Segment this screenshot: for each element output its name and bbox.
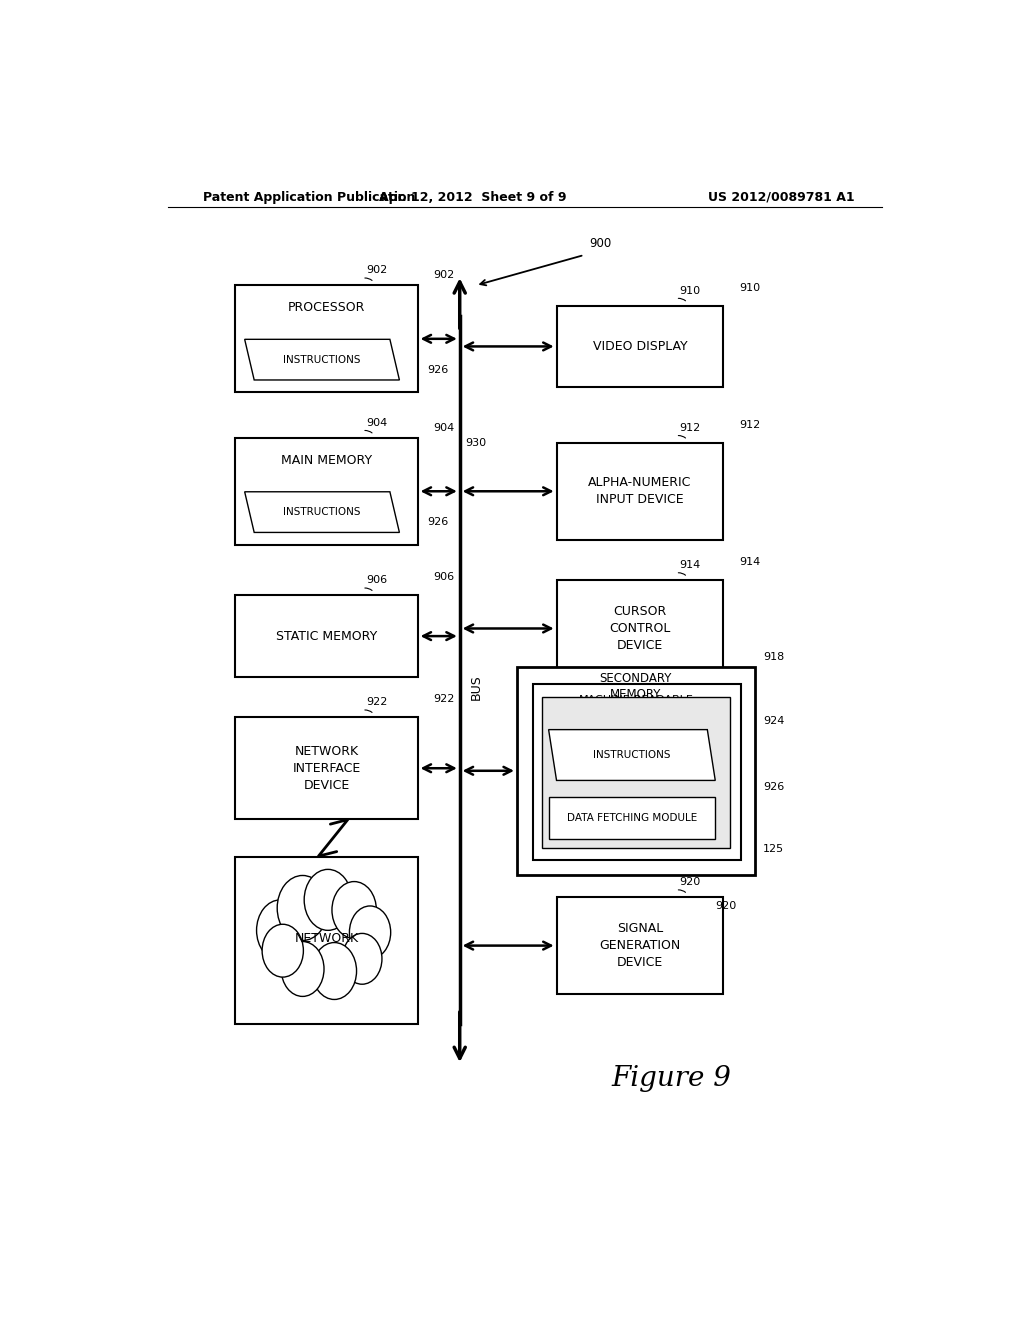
Polygon shape: [245, 492, 399, 532]
Circle shape: [332, 882, 377, 939]
Text: 926: 926: [763, 781, 784, 792]
Text: 910: 910: [739, 282, 760, 293]
Bar: [557, 581, 723, 677]
Text: BUS: BUS: [470, 675, 483, 700]
Text: INSTRUCTIONS: INSTRUCTIONS: [284, 355, 360, 364]
Text: MACHINE-READABLE
STORAGE MEDIUM: MACHINE-READABLE STORAGE MEDIUM: [580, 696, 694, 718]
Text: SIGNAL
GENERATION
DEVICE: SIGNAL GENERATION DEVICE: [599, 923, 681, 969]
Bar: [543, 697, 729, 847]
Circle shape: [282, 941, 324, 997]
Text: DATA FETCHING MODULE: DATA FETCHING MODULE: [567, 813, 697, 824]
Text: 922: 922: [433, 694, 455, 704]
Circle shape: [342, 933, 382, 985]
Text: Apr. 12, 2012  Sheet 9 of 9: Apr. 12, 2012 Sheet 9 of 9: [380, 190, 567, 203]
Text: 920: 920: [715, 900, 736, 911]
Text: INSTRUCTIONS: INSTRUCTIONS: [284, 507, 360, 517]
Text: PROCESSOR: PROCESSOR: [288, 301, 366, 314]
Text: US 2012/0089781 A1: US 2012/0089781 A1: [708, 190, 854, 203]
Bar: [557, 306, 723, 387]
Bar: [517, 667, 755, 875]
Text: 902: 902: [433, 271, 455, 280]
Text: NETWORK
INTERFACE
DEVICE: NETWORK INTERFACE DEVICE: [292, 744, 360, 792]
Bar: [236, 285, 418, 392]
Circle shape: [349, 906, 391, 958]
Bar: [549, 797, 715, 840]
Text: 910: 910: [680, 285, 700, 296]
Text: INSTRUCTIONS: INSTRUCTIONS: [593, 750, 671, 760]
Text: 906: 906: [433, 573, 455, 582]
Text: 924: 924: [763, 715, 784, 726]
Bar: [557, 898, 723, 994]
Text: 914: 914: [680, 560, 700, 570]
Circle shape: [262, 924, 303, 977]
Text: STATIC MEMORY: STATIC MEMORY: [275, 630, 377, 643]
Bar: [532, 684, 740, 859]
Circle shape: [312, 942, 356, 999]
Circle shape: [257, 900, 304, 961]
Text: Figure 9: Figure 9: [611, 1065, 731, 1092]
Text: NETWORK: NETWORK: [294, 932, 358, 945]
Text: MAIN MEMORY: MAIN MEMORY: [281, 454, 372, 467]
Text: 920: 920: [680, 878, 700, 887]
Circle shape: [278, 875, 328, 941]
Bar: [236, 595, 418, 677]
Circle shape: [304, 870, 352, 931]
Text: 926: 926: [427, 517, 449, 527]
Text: 906: 906: [367, 576, 387, 585]
Bar: [236, 857, 418, 1024]
Text: SECONDARY
MEMORY: SECONDARY MEMORY: [600, 672, 672, 701]
Bar: [236, 438, 418, 545]
Text: 926: 926: [427, 364, 449, 375]
Text: 912: 912: [739, 420, 761, 430]
Text: 914: 914: [739, 557, 761, 568]
Text: 904: 904: [433, 422, 455, 433]
Text: 904: 904: [367, 417, 387, 428]
Text: 922: 922: [367, 697, 387, 708]
Polygon shape: [245, 339, 399, 380]
Text: 912: 912: [680, 422, 700, 433]
Text: 918: 918: [763, 652, 784, 661]
Text: CURSOR
CONTROL
DEVICE: CURSOR CONTROL DEVICE: [609, 605, 671, 652]
Text: 125: 125: [763, 845, 784, 854]
Text: VIDEO DISPLAY: VIDEO DISPLAY: [593, 341, 687, 352]
Text: 930: 930: [465, 438, 486, 447]
Text: 900: 900: [589, 236, 611, 249]
Text: Patent Application Publication: Patent Application Publication: [204, 190, 416, 203]
Text: ALPHA-NUMERIC
INPUT DEVICE: ALPHA-NUMERIC INPUT DEVICE: [588, 477, 691, 507]
Bar: [557, 444, 723, 540]
Text: 902: 902: [367, 265, 387, 276]
Bar: [236, 718, 418, 818]
Polygon shape: [549, 730, 715, 780]
